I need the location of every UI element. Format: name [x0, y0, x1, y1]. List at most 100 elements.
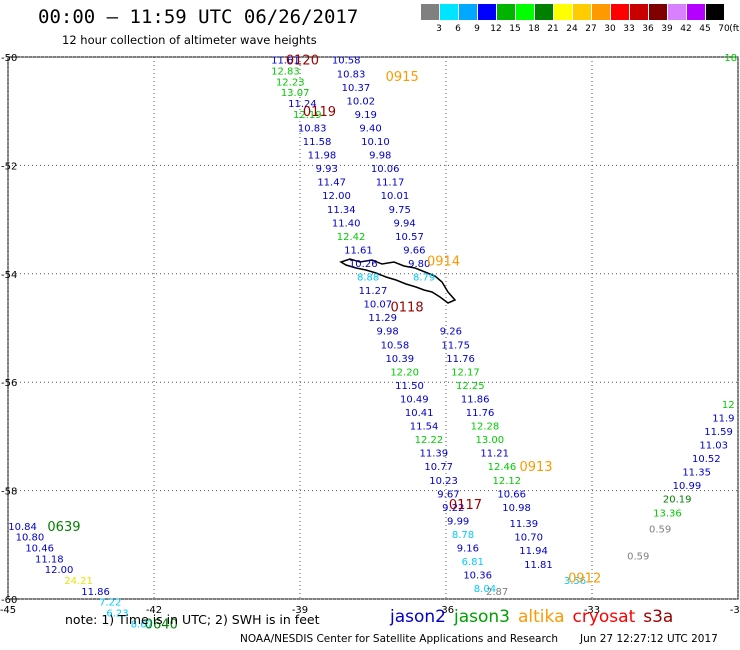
swh-value: 10.49	[400, 394, 429, 405]
swh-value: 10.70	[514, 533, 543, 544]
scale-label: 42	[680, 24, 692, 34]
swh-value: 11.17	[376, 178, 405, 189]
swh-value: 11.94	[519, 546, 548, 557]
swh-value: 9.40	[359, 123, 381, 134]
swh-value: 11.76	[446, 354, 475, 365]
swh-value: 9.80	[408, 259, 430, 270]
swh-value: 11.35	[682, 468, 711, 479]
scale-swatch	[668, 4, 686, 20]
swh-value: 11.29	[368, 313, 397, 324]
swh-value: 10.26	[349, 259, 378, 270]
generated-timestamp: Jun 27 12:27:12 UTC 2017	[580, 633, 718, 645]
swh-value: 12	[722, 400, 735, 411]
swh-value: 10.83	[298, 123, 327, 134]
scale-swatch	[592, 4, 610, 20]
scale-swatch	[573, 4, 591, 20]
scale-swatch	[421, 4, 439, 20]
scale-swatch	[630, 4, 648, 20]
swh-value: 24.21	[64, 576, 93, 587]
pass-time-labels: 0120 0119 0915 0914 0118 0913 0117 0912 0639 0640	[47, 54, 601, 633]
pass-time: 0639	[47, 520, 80, 535]
swh-value: 11.81	[524, 560, 553, 571]
scale-label: 39	[661, 24, 673, 34]
swh-value: 0.59	[649, 525, 671, 536]
swh-value: 13.36	[653, 508, 682, 519]
scale-label: 21	[547, 24, 559, 34]
swh-value: 12.12	[493, 476, 522, 487]
swh-value: 11.03	[699, 441, 728, 452]
swh-value: 6.23	[106, 609, 128, 620]
swh-value: 11.39	[420, 449, 449, 460]
swh-value: 12.23	[276, 77, 305, 88]
swh-value: 8.67	[131, 619, 153, 630]
scale-swatch	[478, 4, 496, 20]
lon-tick-label: -36	[438, 605, 454, 616]
swh-value: 8.88	[357, 273, 379, 284]
swh-value: 10.83	[337, 69, 366, 80]
swh-value: 10.07	[364, 300, 393, 311]
swh-value: 9.75	[389, 205, 411, 216]
swh-value: 3.56	[564, 576, 586, 587]
swh-value: 10.98	[502, 503, 531, 514]
swh-value: 9.98	[369, 151, 391, 162]
lon-tick-label: -30	[730, 605, 740, 616]
swh-value: 11.61	[271, 56, 300, 67]
swh-value: 9.16	[457, 544, 479, 555]
lat-tick-label: -60	[1, 595, 17, 606]
scale-swatch	[459, 4, 477, 20]
lon-tick-label: -33	[584, 605, 600, 616]
swh-value: 11.86	[81, 587, 110, 598]
swh-value: 12.20	[390, 367, 419, 378]
lon-tick-label: -42	[146, 605, 162, 616]
swh-value: 10.80	[16, 533, 45, 544]
swh-value: 12.83	[271, 67, 300, 78]
lon-tick-label: -45	[0, 605, 16, 616]
swh-value: 10.23	[429, 476, 458, 487]
swh-value: 10.06	[371, 164, 400, 175]
swh-value: 20.19	[663, 495, 692, 506]
pass-time: 0914	[427, 254, 460, 269]
swh-value: 10.52	[692, 454, 721, 465]
swh-value: 11.27	[359, 286, 388, 297]
swh-value: 12.19	[293, 110, 322, 121]
lat-tick-label: -52	[1, 161, 17, 172]
scale-label: 36	[642, 24, 654, 34]
swh-value: 11.40	[332, 218, 361, 229]
swh-value: 9.99	[447, 516, 469, 527]
swh-value: 12.00	[45, 565, 74, 576]
scale-swatch	[611, 4, 629, 20]
axis-labels: -45 -42 -39 -36 -33 -30 -50 -52 -54 -56 -58 -60	[0, 53, 740, 616]
page-subtitle: 12 hour collection of altimeter wave hei…	[62, 33, 317, 47]
swh-value: 10.41	[405, 408, 434, 419]
swh-value: 8.78	[452, 530, 474, 541]
swh-value: 11.76	[466, 408, 495, 419]
swh-value: 10.84	[8, 522, 37, 533]
footer-note: note: 1) Time is in UTC; 2) SWH is in fe…	[65, 612, 320, 627]
scale-label: 45	[699, 24, 711, 34]
swh-value: 10.58	[381, 340, 410, 351]
pass-time: 0118	[391, 300, 424, 315]
swh-value: 9.94	[394, 218, 416, 229]
swh-value: 10.02	[347, 96, 376, 107]
scale-label: 24	[566, 24, 578, 34]
swh-value: 11.24	[288, 99, 317, 110]
swh-value: 10.46	[25, 544, 54, 555]
mission-altika: altika	[518, 607, 565, 627]
mission-jason2: jason2	[390, 607, 446, 627]
swh-value: 12.22	[415, 435, 444, 446]
swh-value: 11.39	[510, 519, 539, 530]
swh-value: 9.67	[437, 489, 459, 500]
swh-value: 10.77	[424, 462, 453, 473]
mission-legend: jason2 jason3 altika cryosat s3a	[390, 607, 681, 627]
credit-text: NOAA/NESDIS Center for Satellite Applica…	[240, 633, 558, 645]
swh-value: 11.21	[480, 449, 509, 460]
swh-value: 13.00	[475, 435, 504, 446]
swh-value: 9.98	[376, 327, 398, 338]
swh-value: 2.87	[486, 587, 508, 598]
scale-label: 27	[585, 24, 597, 34]
swh-value: 12.46	[488, 462, 517, 473]
scale-swatch	[649, 4, 667, 20]
pass-time: 0117	[449, 498, 482, 513]
swh-value: 11.75	[441, 340, 470, 351]
scale-swatch	[516, 4, 534, 20]
